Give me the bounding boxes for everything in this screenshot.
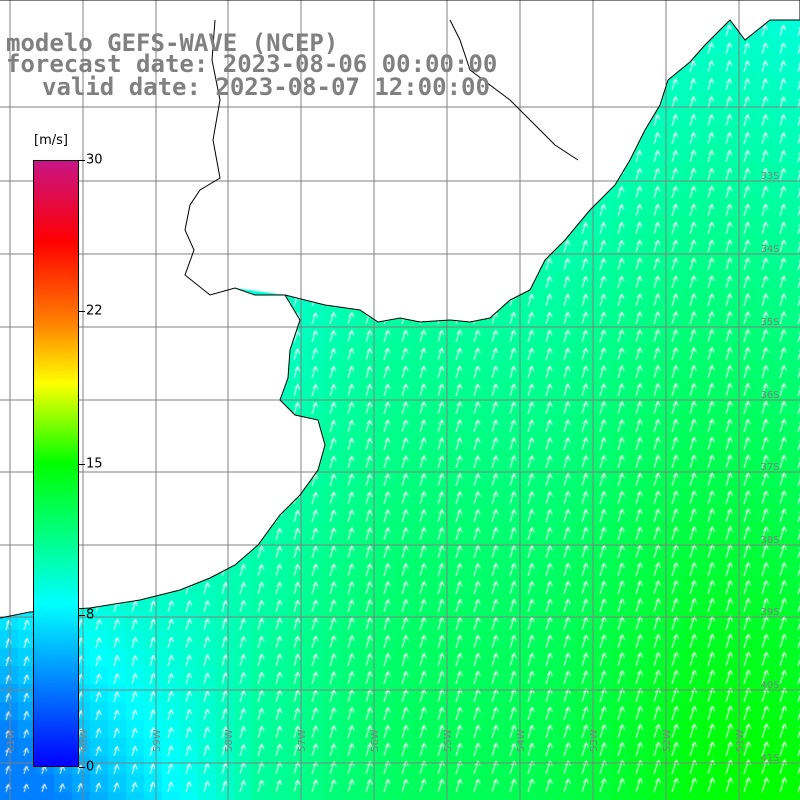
lat-label-33S: 33S xyxy=(760,171,779,182)
lon-label-58W: 58W xyxy=(224,729,235,752)
lon-label-56W: 56W xyxy=(370,729,381,752)
lat-label-40S: 40S xyxy=(760,680,779,691)
lon-label-52W: 52W xyxy=(662,729,673,752)
colorbar-tick-0: 0 xyxy=(86,759,95,775)
lon-label-59W: 59W xyxy=(152,729,163,752)
colorbar xyxy=(33,160,79,767)
colorbar-tick-mark-30 xyxy=(79,160,85,161)
colorbar-tick-15: 15 xyxy=(86,456,103,472)
model-title: modelo GEFS-WAVE (NCEP) xyxy=(6,29,339,57)
lat-label-39S: 39S xyxy=(760,607,779,618)
lon-label-61W: 61W xyxy=(6,729,17,752)
colorbar-tick-mark-0 xyxy=(79,767,85,768)
forecast-date: forecast date: 2023-08-06 00:00:00 xyxy=(6,50,498,78)
lat-label-41S: 41S xyxy=(760,753,779,764)
lat-label-37S: 37S xyxy=(760,462,779,473)
colorbar-unit: [m/s] xyxy=(34,133,68,148)
colorbar-tick-22: 22 xyxy=(86,303,103,319)
lat-label-36S: 36S xyxy=(760,390,779,401)
colorbar-tick-mark-22 xyxy=(79,311,85,312)
colorbar-tick-mark-15 xyxy=(79,464,85,465)
colorbar-tick-8: 8 xyxy=(86,607,95,623)
lon-label-57W: 57W xyxy=(297,729,308,752)
lat-label-35S: 35S xyxy=(760,317,779,328)
colorbar-tick-30: 30 xyxy=(86,152,103,168)
colorbar-tick-mark-8 xyxy=(79,615,85,616)
valid-date: valid date: 2023-08-07 12:00:00 xyxy=(42,73,490,101)
lon-label-54W: 54W xyxy=(516,729,527,752)
lon-label-60W: 60W xyxy=(79,729,90,752)
lon-label-51W: 51W xyxy=(735,729,746,752)
border-line xyxy=(449,19,579,161)
lat-label-34S: 34S xyxy=(760,244,779,255)
coastline-argentina xyxy=(0,294,326,619)
coastline-north xyxy=(0,0,800,323)
lat-label-38S: 38S xyxy=(760,535,779,546)
lon-label-55W: 55W xyxy=(443,729,454,752)
lon-label-53W: 53W xyxy=(589,729,600,752)
